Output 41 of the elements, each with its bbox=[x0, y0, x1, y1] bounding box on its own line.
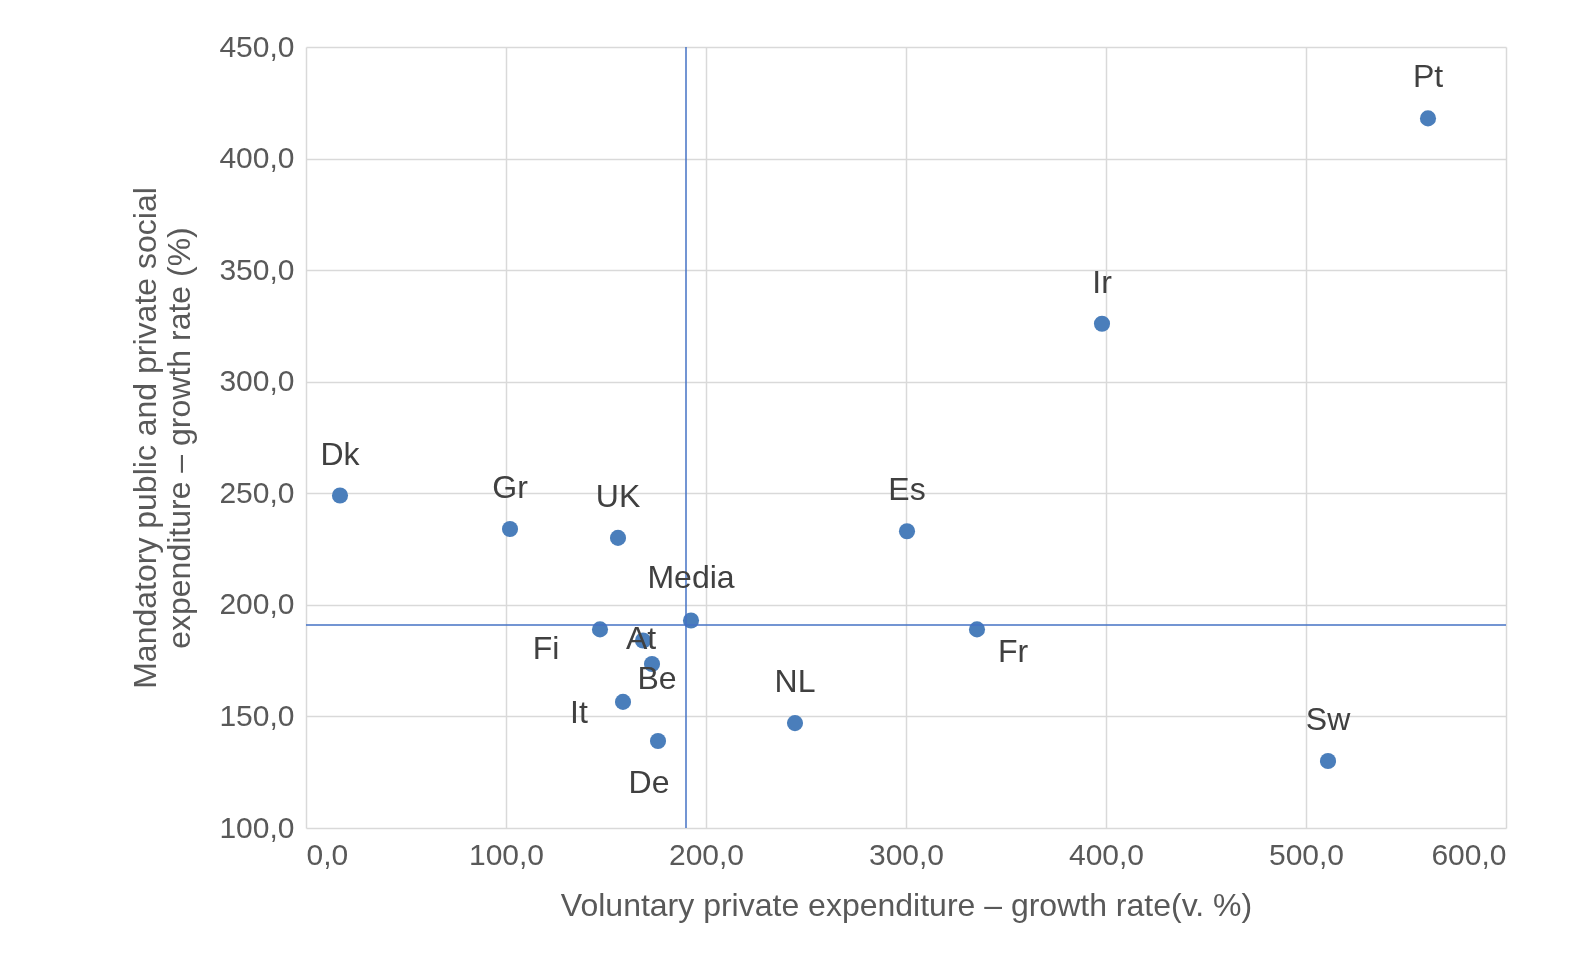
annotation: Gr bbox=[492, 468, 529, 505]
annotation: Be bbox=[637, 659, 677, 696]
point bbox=[331, 487, 349, 504]
annotation: Es bbox=[888, 471, 926, 508]
point bbox=[1419, 110, 1437, 127]
y-tick-label: 300,0 bbox=[219, 364, 295, 398]
annotation: Pt bbox=[1412, 58, 1444, 95]
point bbox=[898, 523, 916, 540]
x-tick-label: 400,0 bbox=[1068, 837, 1145, 871]
point bbox=[609, 529, 627, 546]
annotation: UK bbox=[595, 477, 641, 514]
point bbox=[786, 715, 804, 732]
y-tick-label: 400,0 bbox=[219, 141, 295, 175]
annotation: Sw bbox=[1305, 701, 1352, 738]
y-tick-label: 100,0 bbox=[219, 810, 295, 844]
y-tick-label: 450,0 bbox=[219, 29, 295, 63]
annotation: Fi bbox=[532, 630, 560, 667]
y-tick-label: 350,0 bbox=[219, 252, 295, 286]
annotation: Fr bbox=[997, 633, 1029, 670]
y-tick-label: 150,0 bbox=[219, 698, 295, 732]
annotation: At bbox=[625, 619, 657, 656]
point bbox=[614, 693, 632, 710]
x-tick-label: 100,0 bbox=[468, 837, 545, 871]
annotation: Ir bbox=[1092, 263, 1113, 300]
annotation: Dk bbox=[320, 435, 361, 472]
x-axis-title: Voluntary private expenditure – growth rate(v. %) bbox=[560, 886, 1253, 923]
y-axis-title: Mandatory public and private social expenditure – growth rate (%) bbox=[127, 187, 198, 689]
point bbox=[1093, 315, 1111, 332]
x-tick-label: 500,0 bbox=[1268, 837, 1345, 871]
y-tick-label: 250,0 bbox=[219, 475, 295, 509]
point bbox=[1319, 753, 1337, 770]
x-tick-label: 0,0 bbox=[306, 837, 349, 871]
x-tick-label: 300,0 bbox=[868, 837, 945, 871]
x-tick-label: 600,0 bbox=[1431, 837, 1507, 871]
point bbox=[501, 520, 519, 538]
y-tick-label: 200,0 bbox=[219, 587, 295, 621]
annotation: De bbox=[628, 763, 670, 800]
point bbox=[649, 732, 667, 750]
x-tick-label: 200,0 bbox=[668, 837, 745, 871]
annotation: NL bbox=[774, 663, 816, 700]
annotation: It bbox=[570, 693, 588, 730]
